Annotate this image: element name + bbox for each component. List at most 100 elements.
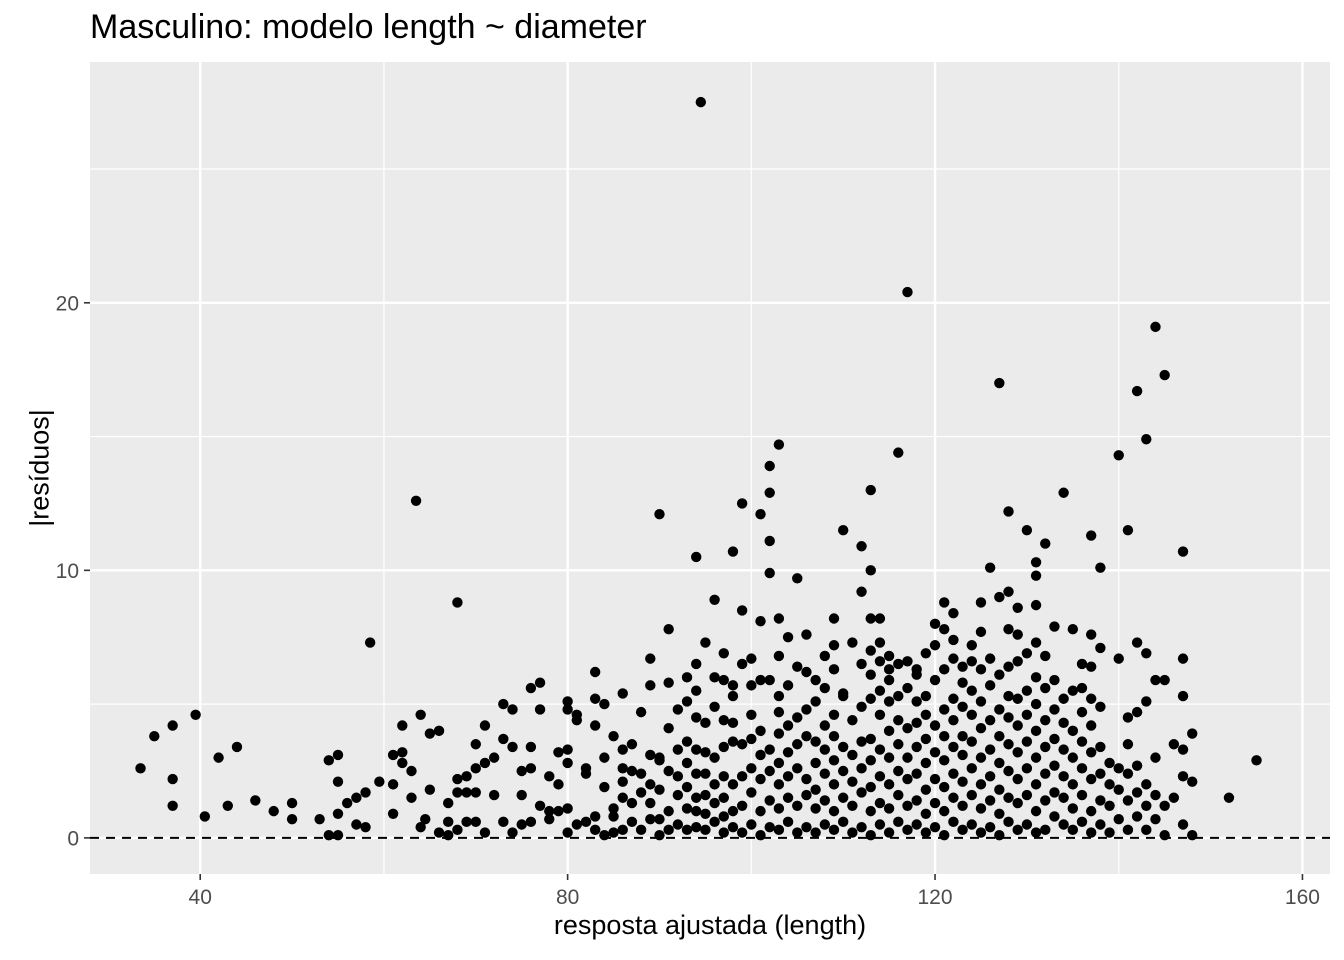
data-point: [1049, 760, 1060, 771]
data-point: [525, 816, 537, 828]
data-point: [975, 597, 987, 608]
data-point: [764, 460, 775, 472]
data-point: [1040, 795, 1051, 806]
data-point: [865, 669, 876, 680]
data-point: [1058, 693, 1069, 704]
data-point: [443, 816, 454, 828]
data-point: [452, 773, 463, 785]
y-axis: 0 10 20: [56, 292, 90, 850]
data-point: [1131, 637, 1143, 648]
data-point: [902, 656, 913, 667]
data-point: [994, 784, 1005, 795]
data-point: [691, 768, 702, 779]
data-point: [828, 664, 840, 675]
data-point: [782, 632, 794, 643]
data-point: [1003, 690, 1014, 702]
data-point: [837, 525, 849, 536]
data-point: [1168, 739, 1180, 750]
data-point: [599, 752, 610, 763]
data-point: [782, 720, 794, 731]
data-point: [975, 803, 987, 814]
data-point: [351, 792, 362, 803]
data-point: [1003, 506, 1014, 517]
x-tick-label: 120: [918, 886, 953, 909]
x-tick-label: 80: [556, 886, 579, 909]
data-point: [635, 824, 647, 836]
data-point: [534, 677, 546, 688]
data-point: [406, 792, 417, 803]
data-point: [1104, 800, 1115, 811]
data-point: [966, 685, 977, 696]
data-point: [746, 819, 757, 830]
data-point: [691, 712, 702, 723]
data-point: [856, 821, 867, 833]
data-point: [397, 747, 408, 758]
data-point: [746, 680, 757, 691]
data-point: [387, 749, 399, 761]
data-point: [608, 803, 619, 814]
data-point: [819, 682, 831, 694]
data-point: [589, 824, 601, 836]
data-point: [479, 757, 491, 769]
data-point: [810, 674, 821, 686]
data-point: [874, 637, 886, 648]
data-point: [1067, 752, 1079, 763]
data-point: [755, 508, 766, 520]
data-point: [1067, 685, 1079, 696]
data-point: [525, 741, 537, 753]
data-point: [1021, 789, 1033, 801]
data-point: [902, 682, 913, 694]
data-point: [718, 827, 729, 838]
data-point: [883, 779, 895, 790]
data-point: [1076, 658, 1088, 670]
data-point: [589, 666, 601, 678]
data-point: [1040, 714, 1051, 726]
data-point: [534, 800, 546, 811]
data-point: [663, 765, 674, 777]
data-point: [617, 744, 628, 755]
data-point: [700, 768, 711, 779]
data-point: [929, 640, 941, 651]
data-point: [773, 690, 785, 702]
data-point: [452, 787, 463, 798]
data-point: [1122, 525, 1134, 536]
data-point: [902, 800, 913, 811]
data-point: [1150, 813, 1161, 825]
data-point: [700, 747, 711, 758]
data-point: [948, 816, 959, 828]
data-point: [672, 744, 684, 755]
data-point: [360, 821, 371, 833]
data-point: [1040, 682, 1051, 694]
data-point: [1122, 739, 1134, 750]
data-point: [1003, 765, 1014, 777]
data-point: [920, 733, 932, 745]
data-point: [1131, 760, 1143, 771]
data-point: [332, 749, 344, 761]
data-point: [635, 768, 647, 779]
data-point: [562, 827, 573, 838]
data-point: [672, 704, 684, 715]
data-point: [663, 824, 674, 836]
data-point: [1113, 653, 1124, 664]
data-point: [764, 765, 775, 777]
data-point: [479, 720, 491, 731]
data-point: [1177, 771, 1189, 782]
data-point: [883, 725, 895, 737]
data-point: [681, 803, 693, 814]
major-gridlines: [90, 62, 1330, 874]
data-point: [939, 623, 950, 635]
data-point: [479, 827, 491, 838]
data-point: [893, 447, 904, 458]
data-point: [222, 800, 233, 811]
data-point: [1131, 706, 1143, 718]
data-point: [1168, 792, 1180, 803]
data-point: [773, 824, 785, 836]
data-point: [1095, 701, 1106, 712]
data-point: [920, 808, 932, 820]
data-point: [1159, 369, 1170, 381]
data-point: [801, 789, 812, 801]
data-point: [626, 797, 638, 809]
data-point: [167, 773, 178, 785]
data-point: [801, 666, 812, 678]
data-point: [893, 714, 904, 726]
